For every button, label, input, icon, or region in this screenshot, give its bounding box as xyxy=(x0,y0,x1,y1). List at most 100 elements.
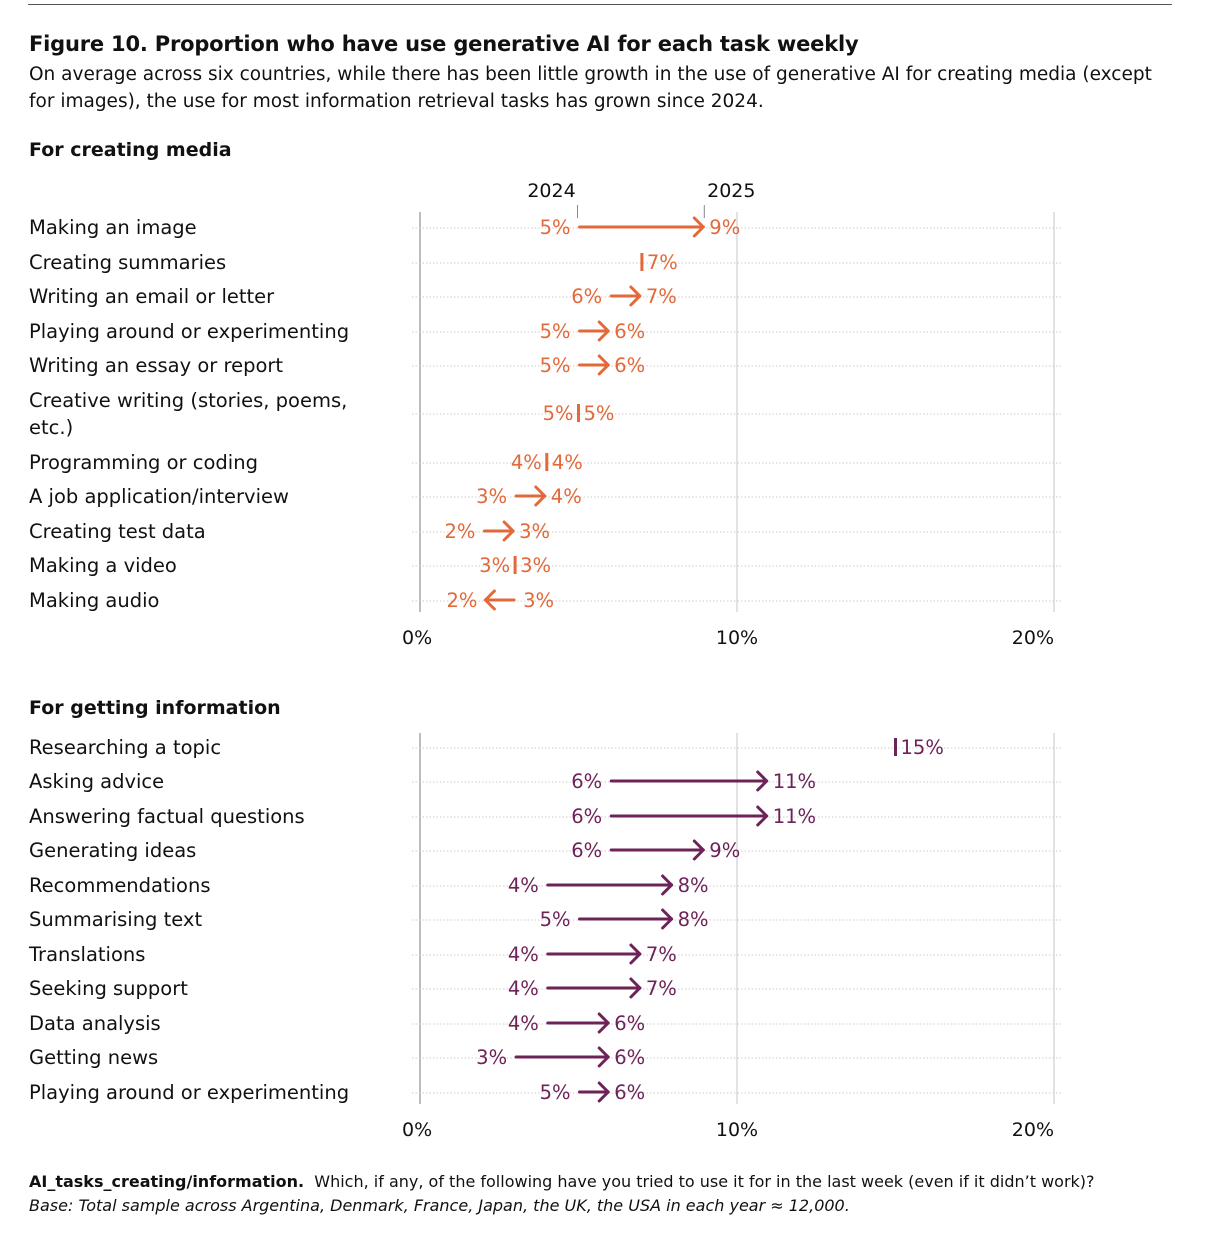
top-rule xyxy=(28,4,1172,5)
category-label: Researching a topic xyxy=(29,736,221,759)
value-label-2025: 8% xyxy=(678,908,709,931)
value-label-2024: 3% xyxy=(476,485,507,508)
x-tick-label: 0% xyxy=(402,627,432,649)
category-label: Asking advice xyxy=(29,770,164,793)
question-text: Which, if any, of the following have you… xyxy=(314,1172,1095,1191)
change-arrow-head xyxy=(502,520,515,542)
value-label-2025: 9% xyxy=(709,216,740,239)
category-label: Creative writing (stories, poems, xyxy=(29,389,347,412)
value-label-2025: 7% xyxy=(647,251,678,274)
panel-title-getting-information: For getting information xyxy=(29,697,281,719)
category-label: Making audio xyxy=(29,589,159,612)
value-label-2024: 5% xyxy=(540,1081,571,1104)
value-label-2025: 5% xyxy=(584,402,615,425)
x-tick-label: 10% xyxy=(716,627,758,649)
value-label-2024: 3% xyxy=(479,554,510,577)
category-label: Seeking support xyxy=(29,977,188,1000)
change-arrow-head xyxy=(756,805,769,827)
value-label-2024: 6% xyxy=(571,839,602,862)
category-label: Creating test data xyxy=(29,520,206,543)
value-label-2025: 7% xyxy=(646,977,677,1000)
change-arrow-head xyxy=(661,874,674,896)
footer-question: AI_tasks_creating/information. Which, if… xyxy=(29,1172,1095,1191)
value-label-2025: 3% xyxy=(520,554,551,577)
category-label: Answering factual questions xyxy=(29,805,305,828)
category-label: Making an image xyxy=(29,216,197,239)
change-arrow-head xyxy=(629,977,642,999)
value-label-2025: 6% xyxy=(614,320,645,343)
change-arrow-head xyxy=(692,839,705,861)
x-tick-label: 0% xyxy=(402,1119,432,1141)
change-arrow-head xyxy=(629,943,642,965)
category-label: Programming or coding xyxy=(29,451,258,474)
value-label-2025: 3% xyxy=(519,520,550,543)
value-label-2024: 4% xyxy=(508,874,539,897)
change-arrow-head xyxy=(597,354,610,376)
x-tick-label: 20% xyxy=(1012,1119,1054,1141)
change-arrow-head xyxy=(483,589,496,611)
figure-title: Figure 10. Proportion who have use gener… xyxy=(29,32,859,56)
value-label-2024: 4% xyxy=(508,977,539,1000)
value-label-2024: 4% xyxy=(511,451,542,474)
value-label-2025: 4% xyxy=(552,451,583,474)
value-label-2024: 5% xyxy=(543,402,574,425)
figure-subtitle: On average across six countries, while t… xyxy=(29,64,1152,112)
change-arrow-head xyxy=(597,320,610,342)
change-arrow-head xyxy=(597,1081,610,1103)
category-label: Writing an email or letter xyxy=(29,285,275,308)
value-label-2025: 7% xyxy=(646,285,677,308)
value-label-2025: 6% xyxy=(614,1081,645,1104)
value-label-2025: 6% xyxy=(614,1012,645,1035)
category-label: Making a video xyxy=(29,554,177,577)
value-label-2024: 6% xyxy=(571,805,602,828)
change-arrow-head xyxy=(692,216,705,238)
value-label-2025: 11% xyxy=(773,770,816,793)
category-label: Summarising text xyxy=(29,908,202,931)
value-label-2025: 9% xyxy=(709,839,740,862)
value-label-2024: 6% xyxy=(571,285,602,308)
category-label: A job application/interview xyxy=(29,485,289,508)
category-label: Data analysis xyxy=(29,1012,161,1035)
value-label-2024: 5% xyxy=(540,320,571,343)
change-arrow-head xyxy=(597,1012,610,1034)
value-label-2024: 5% xyxy=(540,216,571,239)
category-label: Generating ideas xyxy=(29,839,196,862)
x-tick-label: 10% xyxy=(716,1119,758,1141)
x-tick-label: 20% xyxy=(1012,627,1054,649)
value-label-2025: 6% xyxy=(614,1046,645,1069)
category-label: Translations xyxy=(28,943,145,966)
legend-label-2024: 2024 xyxy=(527,180,575,202)
panel-title-creating-media: For creating media xyxy=(29,139,232,161)
change-arrow-head xyxy=(534,485,547,507)
value-label-2024: 4% xyxy=(508,943,539,966)
value-label-2025: 15% xyxy=(901,736,944,759)
value-label-2024: 3% xyxy=(523,589,554,612)
value-label-2024: 5% xyxy=(540,354,571,377)
value-label-2024: 5% xyxy=(540,908,571,931)
category-label: Recommendations xyxy=(29,874,211,897)
change-arrow-head xyxy=(629,285,642,307)
category-label: Playing around or experimenting xyxy=(29,320,349,343)
value-label-2024: 6% xyxy=(571,770,602,793)
change-arrow-head xyxy=(597,1046,610,1068)
legend-label-2025: 2025 xyxy=(707,180,755,202)
value-label-2024: 2% xyxy=(444,520,475,543)
change-arrow-head xyxy=(756,770,769,792)
category-label: Creating summaries xyxy=(29,251,226,274)
value-label-2025: 7% xyxy=(646,943,677,966)
change-arrow-head xyxy=(661,908,674,930)
value-label-2025: 6% xyxy=(614,354,645,377)
value-label-2024: 4% xyxy=(508,1012,539,1035)
category-label: Writing an essay or report xyxy=(29,354,283,377)
question-code: AI_tasks_creating/information. xyxy=(29,1172,305,1191)
value-label-2025: 2% xyxy=(446,589,477,612)
category-label: Playing around or experimenting xyxy=(29,1081,349,1104)
value-label-2025: 11% xyxy=(773,805,816,828)
footer-base: Base: Total sample across Argentina, Den… xyxy=(29,1196,850,1215)
category-label: etc.) xyxy=(29,416,73,439)
value-label-2025: 4% xyxy=(551,485,582,508)
value-label-2024: 3% xyxy=(476,1046,507,1069)
category-label: Getting news xyxy=(29,1046,158,1069)
value-label-2025: 8% xyxy=(678,874,709,897)
